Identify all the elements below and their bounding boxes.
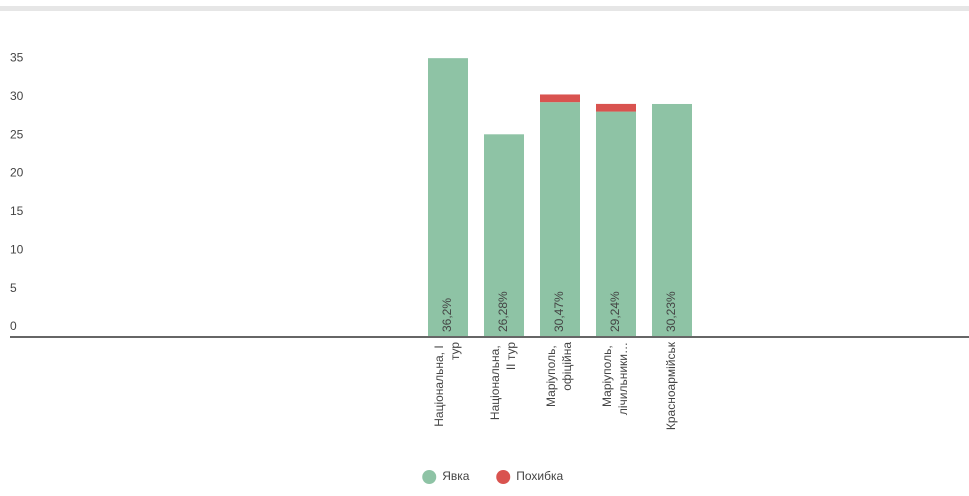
- x-tick-label-line: офіційна: [560, 342, 574, 391]
- bar-segment: [596, 111, 636, 336]
- x-tick-label: Красноармійськ: [664, 341, 678, 430]
- legend-label: Похибка: [516, 469, 563, 483]
- value-label: 30,23%: [664, 291, 678, 332]
- y-tick-label: 30: [10, 89, 24, 103]
- top-strip: [0, 6, 969, 11]
- x-tick-label: Національна, I тур: [432, 342, 462, 427]
- x-tick-label-line: II тур: [504, 342, 518, 370]
- y-tick-label: 35: [10, 51, 24, 65]
- legend-swatch: [496, 470, 511, 484]
- bar-segment: [596, 103, 636, 112]
- legend-label: Явка: [442, 469, 470, 483]
- y-tick-label: 5: [10, 281, 17, 295]
- x-tick-label-line: Маріуполь,: [544, 342, 558, 407]
- y-tick-label: 10: [10, 242, 24, 256]
- x-tick-label: Національна, II тур: [488, 342, 518, 420]
- legend-swatch: [422, 470, 437, 484]
- x-tick-label-line: лічильники…: [616, 342, 630, 415]
- x-tick-label: Маріуполь, лічильники…: [600, 342, 630, 415]
- x-tick-label-line: Національна,: [488, 342, 502, 420]
- y-tick-label: 15: [10, 204, 24, 218]
- value-label: 30,47%: [552, 291, 566, 332]
- bar-segment: [428, 58, 468, 336]
- y-tick-label: 0: [10, 319, 17, 333]
- x-tick-label-line: тур: [448, 342, 462, 360]
- x-tick-label-line: Національна, I: [432, 342, 446, 427]
- bar-segment: [484, 134, 524, 336]
- bar-segment: [652, 103, 692, 337]
- value-label: 36,2%: [440, 298, 454, 332]
- x-tick-label-line: Красноармійськ: [664, 341, 678, 430]
- bar-segment: [540, 102, 580, 336]
- y-tick-label: 20: [10, 166, 24, 180]
- value-label: 26,28%: [496, 291, 510, 332]
- x-tick-label: Маріуполь, офіційна: [544, 342, 574, 407]
- bar-segment: [540, 94, 580, 103]
- x-tick-label-line: Маріуполь,: [600, 342, 614, 407]
- y-tick-label: 25: [10, 127, 24, 141]
- value-label: 29,24%: [608, 291, 622, 332]
